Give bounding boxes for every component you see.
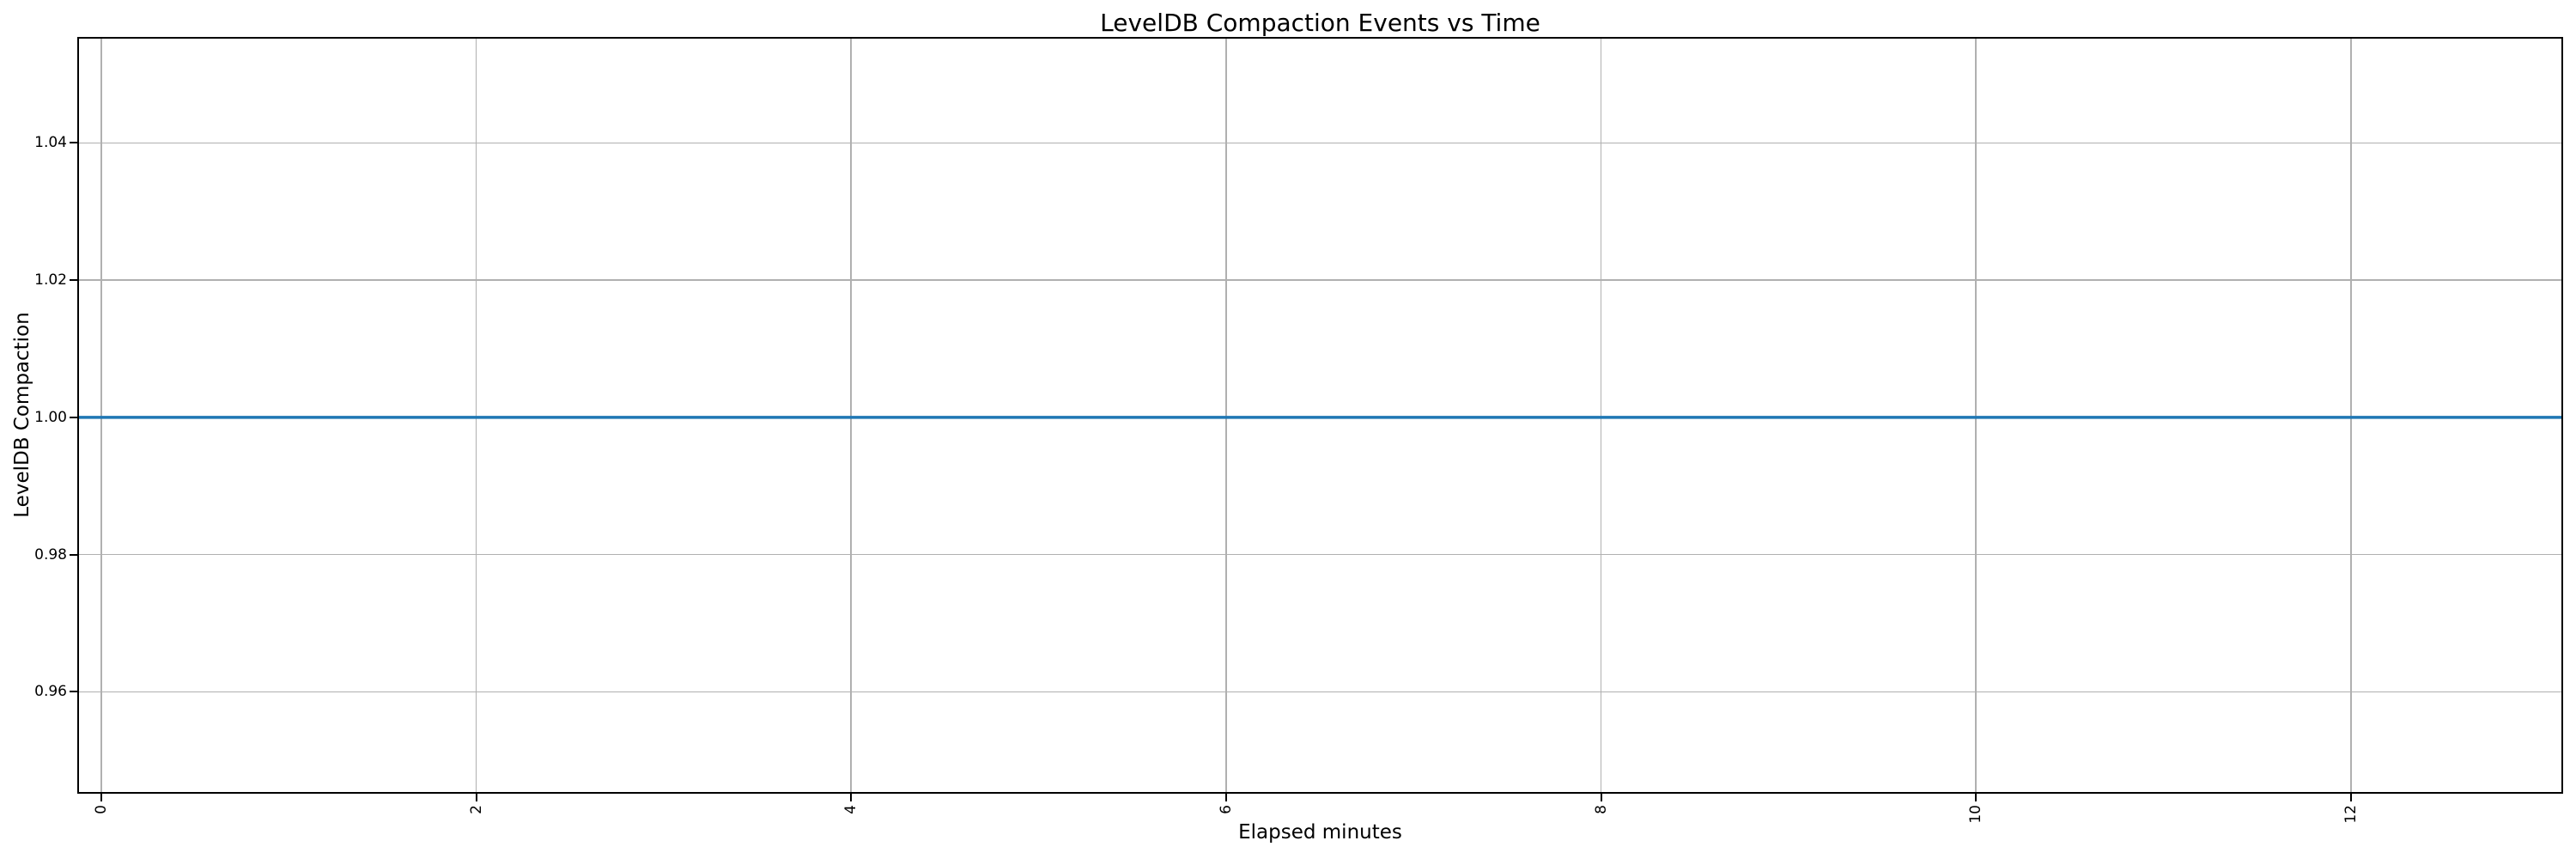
y-tick-mark <box>70 553 77 556</box>
y-gridline <box>77 691 2563 692</box>
y-tick-mark <box>70 691 77 693</box>
x-tick-label: 6 <box>1217 805 1235 814</box>
y-gridline <box>77 279 2563 281</box>
y-tick-label: 0.96 <box>34 683 67 701</box>
y-gridline <box>77 142 2563 144</box>
x-tick-mark <box>1600 794 1602 801</box>
x-gridline <box>850 37 852 794</box>
x-tick-mark <box>2349 794 2352 801</box>
x-tick-label: 8 <box>1592 805 1610 814</box>
x-gridline <box>100 37 102 794</box>
x-tick-label: 0 <box>92 805 110 814</box>
x-gridline <box>475 37 477 794</box>
y-tick-label: 1.02 <box>34 271 67 289</box>
x-tick-mark <box>1975 794 1978 801</box>
x-gridline <box>2350 37 2352 794</box>
x-tick-mark <box>850 794 853 801</box>
x-gridline <box>1600 37 1602 794</box>
y-tick-label: 1.00 <box>34 408 67 426</box>
x-axis-label: Elapsed minutes <box>1238 821 1402 844</box>
x-gridline <box>1225 37 1227 794</box>
x-tick-mark <box>475 794 477 801</box>
x-tick-label: 12 <box>2342 805 2360 824</box>
chart-title: LevelDB Compaction Events vs Time <box>1100 9 1540 37</box>
y-tick-label: 1.04 <box>34 134 67 152</box>
y-tick-mark <box>70 279 77 282</box>
x-tick-mark <box>1224 794 1227 801</box>
x-tick-label: 10 <box>1967 805 1985 824</box>
x-tick-label: 4 <box>842 805 860 814</box>
x-tick-mark <box>100 794 102 801</box>
y-tick-mark <box>70 142 77 144</box>
y-tick-label: 0.98 <box>34 545 67 564</box>
x-tick-label: 2 <box>467 805 485 814</box>
x-gridline <box>1975 37 1977 794</box>
y-tick-mark <box>70 416 77 418</box>
y-gridline <box>77 553 2563 556</box>
